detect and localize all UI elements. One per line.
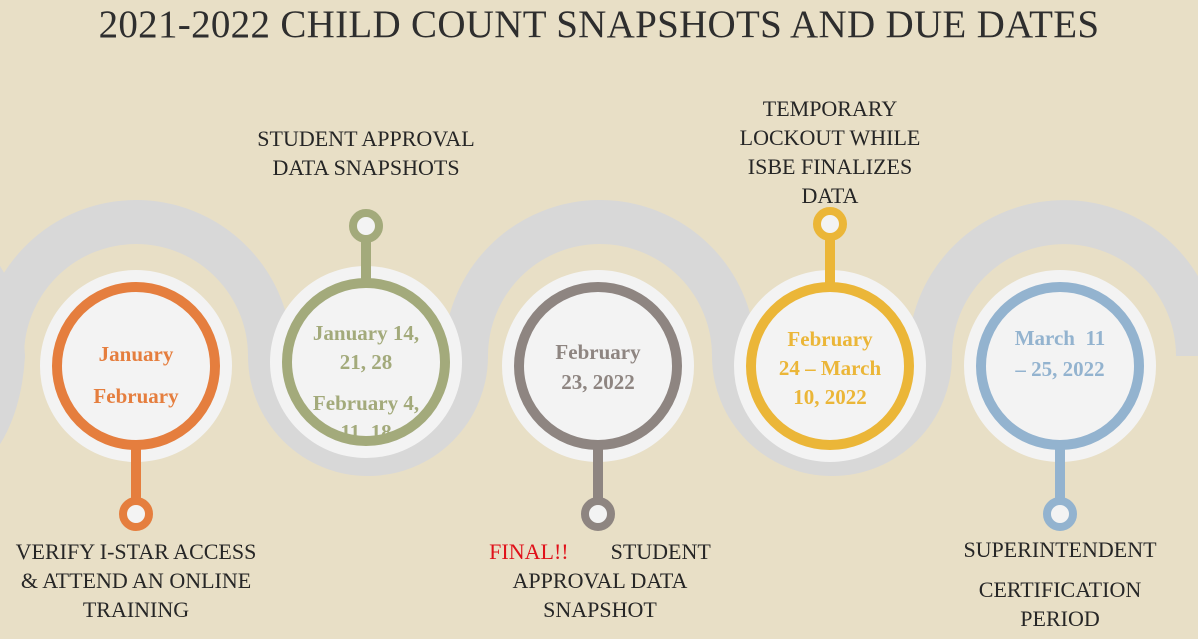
milestone-4-date-line: February [787,327,873,351]
milestone-5-date-line: March 11 [1014,326,1106,350]
track-wave [0,200,1198,476]
milestone-1-marker [40,270,232,531]
milestone-5-dates: March 11 – 25, 2022 [978,323,1142,385]
milestone-1-label: VERIFY I-STAR ACCESS & ATTEND AN ONLINE … [0,537,272,624]
milestone-3-marker [502,270,694,531]
milestone-5-label-line: SUPERINTENDENT [963,537,1157,562]
milestone-4-label-line: DATA [801,183,859,208]
milestone-4-label-line: TEMPORARY [762,96,898,121]
milestone-1-date-line: January [98,342,174,366]
milestone-1-dates: January February [56,333,216,417]
milestone-2-date-line: 21, 28 [339,350,393,374]
milestone-4-dates: February 24 – March 10, 2022 [750,325,910,412]
milestone-3-label: FINAL!! STUDENT APPROVAL DATA SNAPSHOT [470,537,730,624]
milestone-5-label-line: PERIOD [1020,606,1100,631]
milestone-2-date-line: 11, 18 [340,420,392,444]
milestone-1-date-line: February [93,384,179,408]
milestone-4-label-line: ISBE FINALIZES [747,154,913,179]
milestone-3-label-first-line: FINAL!! STUDENT [470,537,730,566]
milestone-5-marker [964,270,1156,531]
milestone-1-label-line: & ATTEND AN ONLINE [20,568,252,593]
milestone-3-date-line: 23, 2022 [561,370,635,394]
milestone-2-date-line: February 4, [312,391,420,415]
milestone-3-label-line: SNAPSHOT [543,597,657,622]
timeline-track [0,200,1198,476]
track-left-edge [0,266,26,445]
milestone-4-label: TEMPORARY LOCKOUT WHILE ISBE FINALIZES D… [700,94,960,210]
milestone-2-marker [270,209,462,458]
diagram-title: 2021-2022 CHILD COUNT SNAPSHOTS AND DUE … [98,3,1100,46]
milestone-5-label: SUPERINTENDENT CERTIFICATION PERIOD [928,535,1192,633]
milestone-1-label-line: TRAINING [82,597,190,622]
milestone-2-label: STUDENT APPROVAL DATA SNAPSHOTS [216,124,516,182]
milestone-5-date-line: – 25, 2022 [1015,357,1105,381]
milestone-3-label-line: APPROVAL DATA [512,568,688,593]
milestone-2-dates: January 14, 21, 28 February 4, 11, 18 [286,319,446,447]
milestone-3-dates: February 23, 2022 [518,337,678,397]
final-marker: FINAL!! [489,539,569,564]
milestone-3-label-line: STUDENT [610,539,711,564]
milestone-5-label-line: CERTIFICATION [978,577,1142,602]
milestone-2-label-line: DATA SNAPSHOTS [272,155,460,180]
milestone-2-label-line: STUDENT APPROVAL [257,126,475,151]
milestone-4-marker [734,207,926,462]
milestone-4-label-line: LOCKOUT WHILE [739,125,921,150]
milestone-4-date-line: 10, 2022 [793,385,867,409]
milestone-4-date-line: 24 – March [778,356,882,380]
milestone-2-date-line: January 14, [312,321,420,345]
milestone-1-label-line: VERIFY I-STAR ACCESS [15,539,257,564]
milestone-3-date-line: February [555,340,641,364]
